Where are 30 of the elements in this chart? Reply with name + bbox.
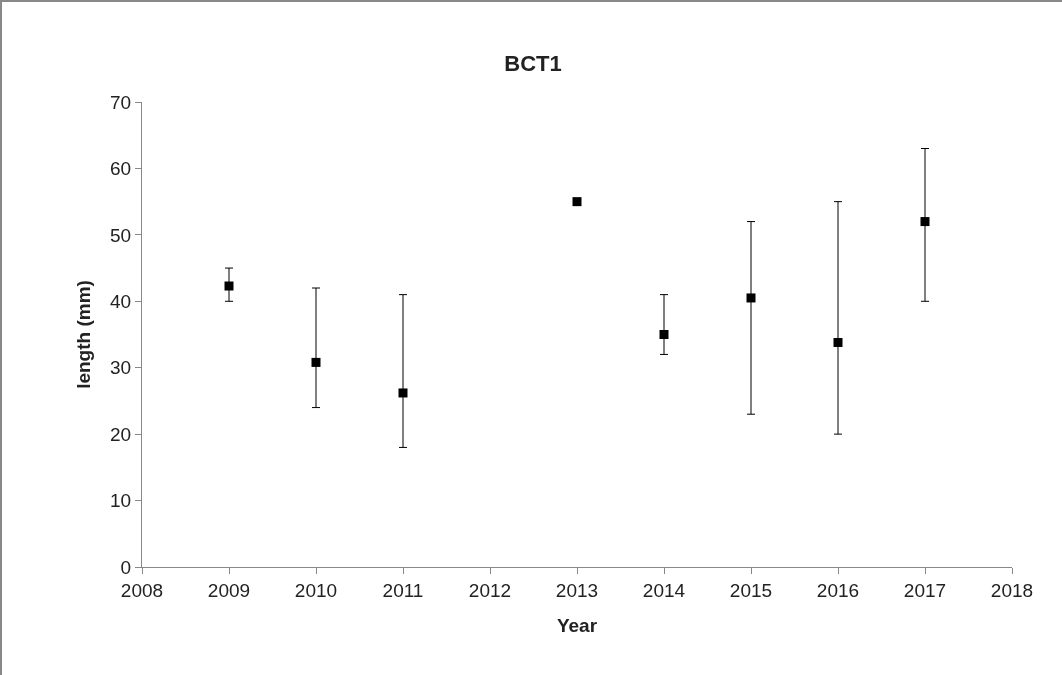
y-tick-label: 10 [110,490,132,512]
x-tick-label: 2014 [642,579,686,601]
y-tick-label: 30 [110,357,132,379]
y-tick-label: 60 [110,158,132,180]
y-tick-label: 0 [120,556,132,578]
point [572,197,582,207]
x-tick-label: 2009 [207,579,251,601]
x-tick-label: 2012 [468,579,512,601]
y-tick-label: 70 [110,91,132,113]
x-tick-label: 2013 [555,579,599,601]
point [224,281,234,291]
point [659,330,669,339]
y-tick-label: 20 [110,423,132,445]
point [920,217,930,227]
point [746,293,756,303]
y-tick-label: 40 [110,290,132,312]
x-tick-label: 2016 [816,579,860,601]
y-tick-label: 50 [110,224,132,246]
x-tick-label: 2017 [903,579,947,601]
point [833,337,843,347]
x-tick-label: 2011 [382,579,424,601]
x-axis-title: Year [556,614,598,636]
y-axis-title: length (mm) [72,280,94,389]
x-tick-label: 2008 [120,579,164,601]
x-tick-label: 2018 [990,579,1034,601]
point [311,357,321,367]
x-tick-label: 2010 [294,579,338,601]
chart-title: BCT1 [504,51,562,77]
x-tick-label: 2015 [729,579,773,601]
point [398,388,408,398]
